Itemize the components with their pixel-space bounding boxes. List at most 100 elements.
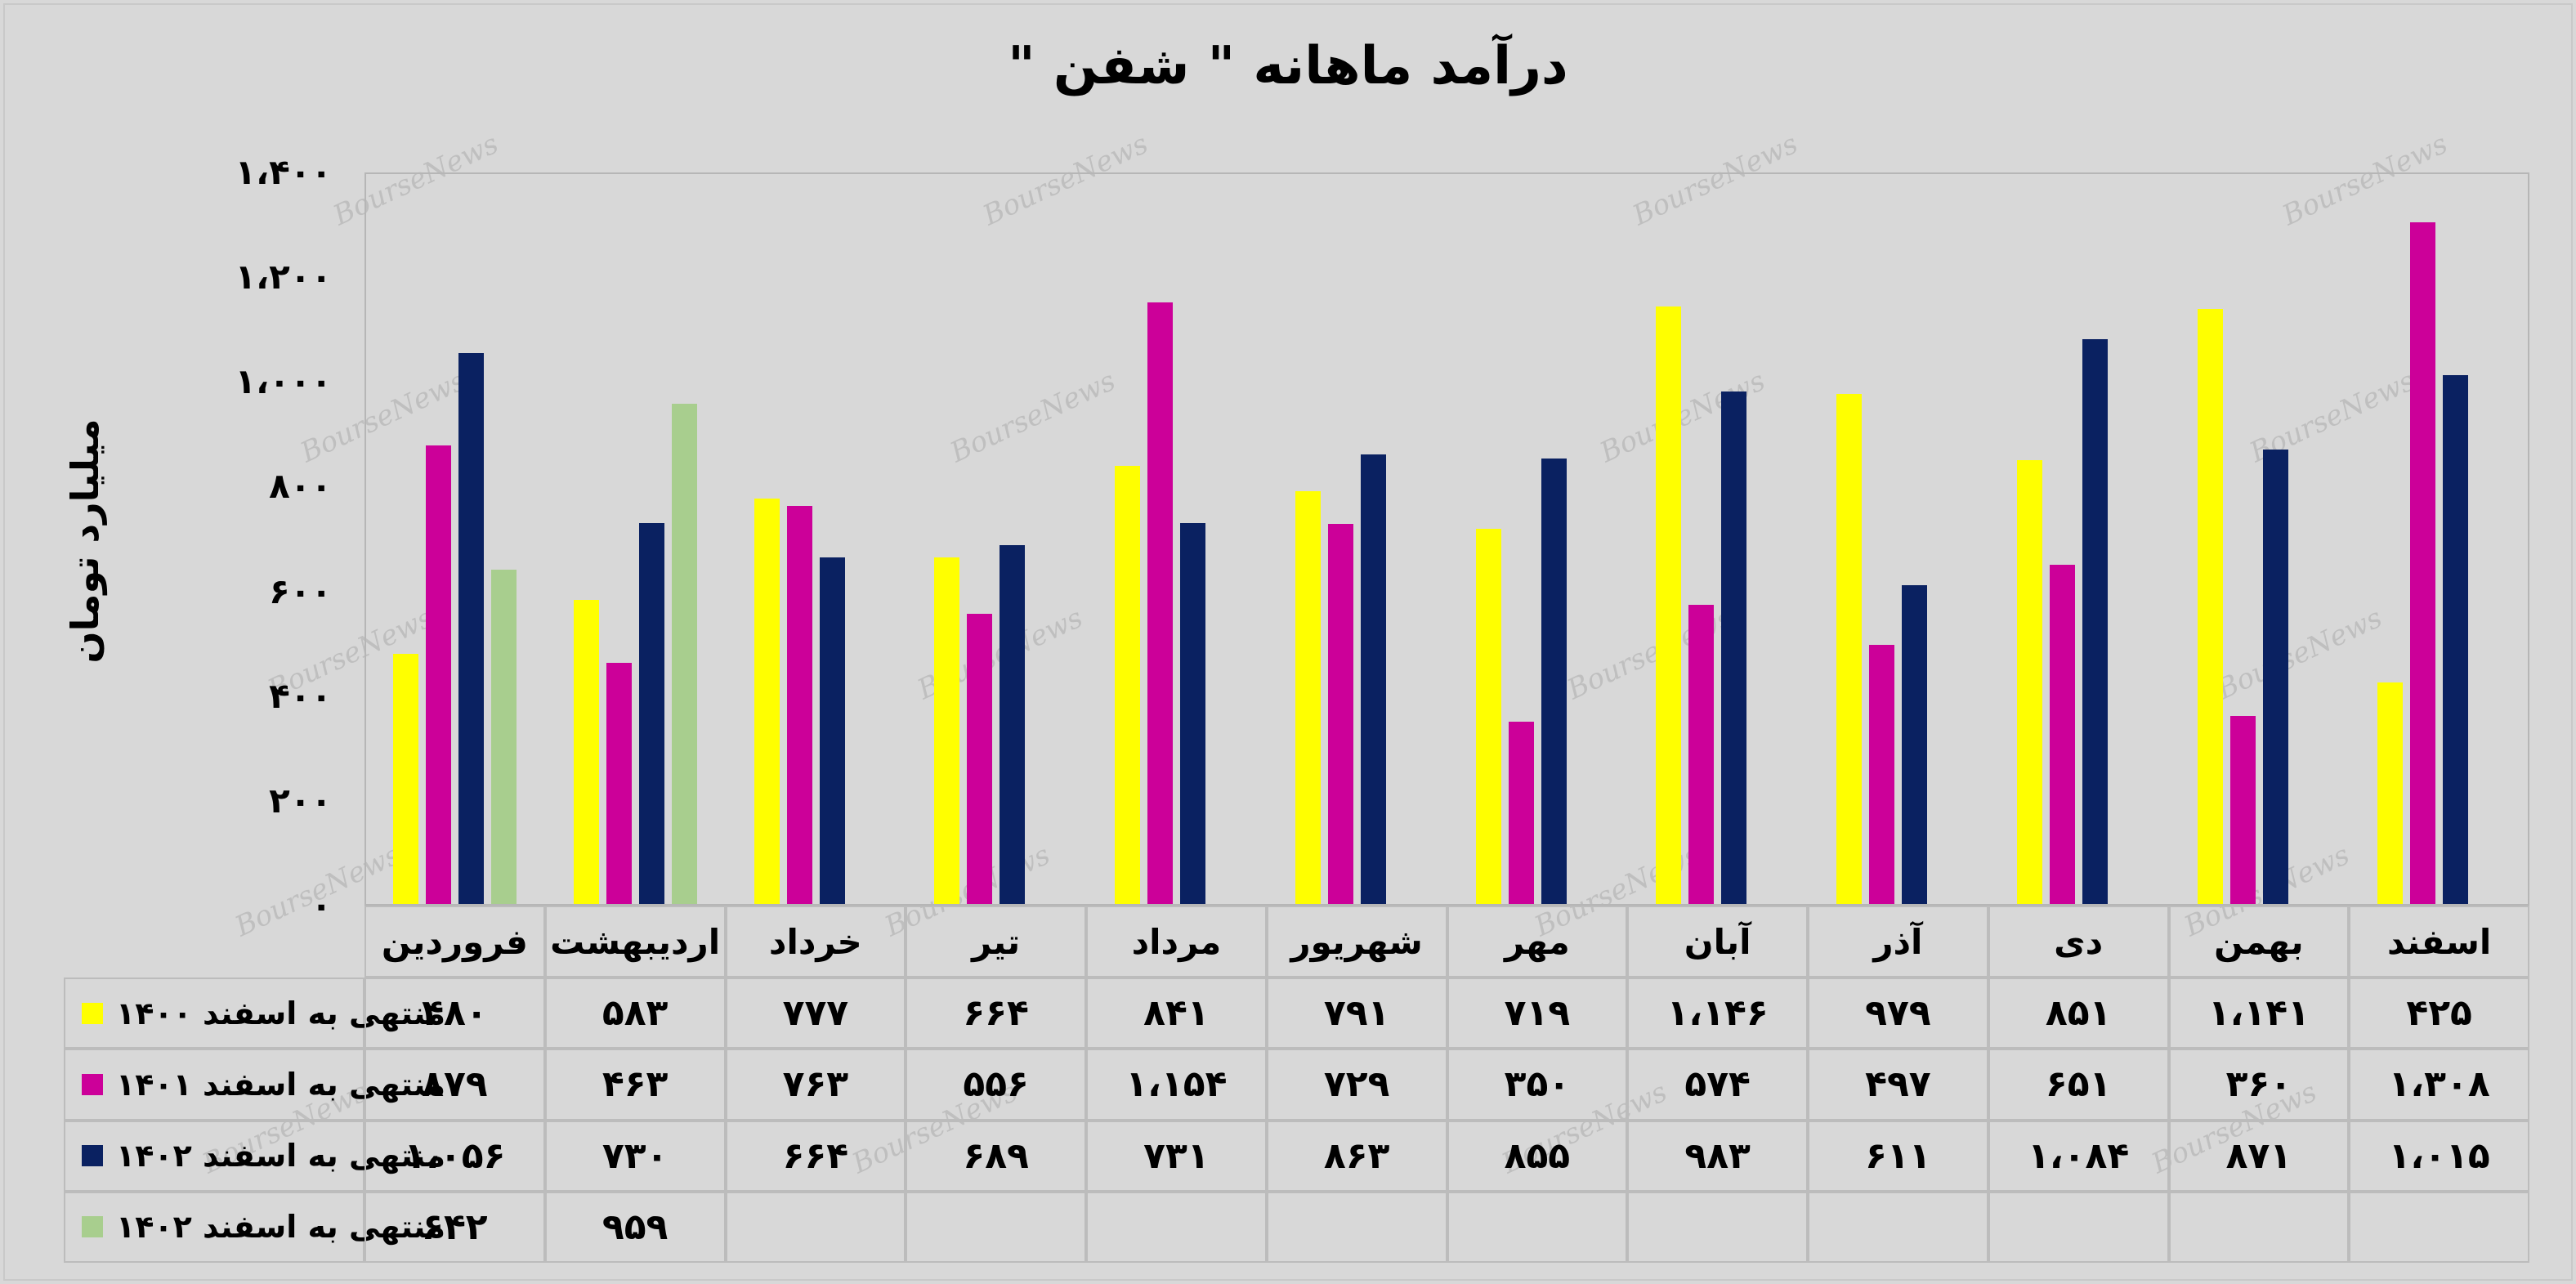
value-cell: ۸۵۱ [1988, 978, 2169, 1049]
y-tick-label: ۶۰۰ [269, 570, 332, 611]
value-cell: ۸۶۳ [1266, 1120, 1447, 1192]
value-cell [1988, 1191, 2169, 1263]
legend-color-swatch [82, 1145, 103, 1167]
legend-color-swatch [82, 1002, 103, 1024]
value-cell: ۷۳۰ [544, 1120, 726, 1192]
legend-cell: منتهی به اسفند ۱۴۰۱ [64, 1049, 445, 1121]
month-header-cell: آبان [1627, 906, 1808, 978]
bar-series3-خرداد [819, 557, 845, 904]
legend-label: منتهی به اسفند ۱۴۰۰ [116, 995, 446, 1031]
value-cell: ۳۶۰ [2168, 1049, 2350, 1121]
legend-cell: منتهی به اسفند ۱۴۰۲ [64, 1120, 445, 1192]
bar-series1-بهمن [2197, 309, 2223, 904]
legend-color-swatch [82, 1216, 103, 1238]
value-cell: ۵۷۴ [1627, 1049, 1808, 1121]
bar-series3-مرداد [1180, 522, 1205, 904]
y-tick-label: ۱،۴۰۰ [235, 152, 333, 192]
value-cell: ۳۵۰ [1447, 1049, 1628, 1121]
bar-series2-خرداد [786, 506, 812, 904]
y-tick-label: ۰ [311, 885, 332, 925]
value-cell [2349, 1191, 2529, 1263]
bar-series1-اردیبهشت [573, 600, 599, 904]
value-cell: ۱،۰۸۴ [1988, 1120, 2169, 1192]
value-cell: ۷۷۷ [725, 978, 906, 1049]
month-header-cell: دی [1988, 906, 2169, 978]
value-cell: ۷۹۱ [1266, 978, 1447, 1049]
month-header-cell: مهر [1447, 906, 1628, 978]
value-cell: ۶۸۹ [906, 1120, 1086, 1192]
legend-label: منتهی به اسفند ۱۴۰۲ [116, 1209, 446, 1246]
y-tick-label: ۲۰۰ [269, 780, 332, 821]
value-cell: ۹۸۳ [1627, 1120, 1808, 1192]
bar-series3-آذر [1902, 585, 1927, 904]
bar-series1-دی [2016, 460, 2042, 904]
bar-series3-فروردین [458, 353, 484, 904]
y-axis-label: میلیارد تومان [63, 418, 107, 664]
y-tick-label: ۱،۲۰۰ [235, 257, 333, 298]
bar-series4-فروردین [491, 569, 517, 904]
value-cell: ۷۱۹ [1447, 978, 1628, 1049]
month-header-cell: فروردین [364, 906, 545, 978]
legend-label: منتهی به اسفند ۱۴۰۲ [116, 1138, 446, 1174]
bar-series2-شهریور [1327, 524, 1353, 904]
value-cell: ۶۴۲ [364, 1191, 545, 1263]
value-cell: ۸۷۱ [2168, 1120, 2350, 1192]
bar-series1-تیر [934, 557, 960, 904]
bar-series1-آذر [1836, 393, 1862, 904]
value-cell: ۴۶۳ [544, 1049, 726, 1121]
bar-series2-آذر [1869, 645, 1894, 904]
value-cell: ۱،۱۴۱ [2168, 978, 2350, 1049]
bar-series3-شهریور [1360, 454, 1386, 904]
bar-series3-اردیبهشت [638, 523, 664, 904]
value-cell [1266, 1191, 1447, 1263]
value-cell: ۷۳۱ [1086, 1120, 1267, 1192]
month-header-cell: آذر [1808, 906, 1988, 978]
bar-series2-آبان [1688, 604, 1715, 904]
bar-series3-بهمن [2262, 450, 2288, 904]
value-cell: ۸۵۵ [1447, 1120, 1628, 1192]
value-cell: ۱،۳۰۸ [2349, 1049, 2529, 1121]
month-header-cell: تیر [906, 906, 1086, 978]
bar-series1-خرداد [754, 499, 780, 904]
bar-series3-مهر [1541, 458, 1567, 904]
value-cell: ۸۷۹ [364, 1049, 545, 1121]
bar-series4-اردیبهشت [671, 404, 697, 904]
value-cell: ۷۶۳ [725, 1049, 906, 1121]
bar-series3-تیر [1000, 544, 1026, 904]
value-cell: ۶۶۴ [725, 1120, 906, 1192]
bar-series2-تیر [967, 614, 993, 904]
value-cell [2168, 1191, 2350, 1263]
bar-series1-آبان [1656, 306, 1682, 904]
value-cell [1627, 1191, 1808, 1263]
bar-series1-اسفند [2377, 682, 2404, 904]
value-cell: ۱،۱۴۶ [1627, 978, 1808, 1049]
value-cell [725, 1191, 906, 1263]
value-cell: ۴۲۵ [2349, 978, 2529, 1049]
bar-series2-مهر [1508, 721, 1534, 904]
y-tick-label: ۱،۰۰۰ [235, 361, 333, 402]
chart-title: درآمد ماهانه " شفن " [1008, 36, 1568, 96]
bar-series2-اسفند [2410, 221, 2436, 904]
value-cell: ۴۹۷ [1808, 1049, 1988, 1121]
month-header-cell: مرداد [1086, 906, 1267, 978]
bar-series2-دی [2049, 564, 2075, 904]
value-cell: ۶۶۴ [906, 978, 1086, 1049]
value-cell: ۷۲۹ [1266, 1049, 1447, 1121]
value-cell: ۱،۰۱۵ [2349, 1120, 2529, 1192]
legend-cell: منتهی به اسفند ۱۴۰۲ [64, 1191, 445, 1263]
value-cell: ۵۵۶ [906, 1049, 1086, 1121]
month-header-cell: اردیبهشت [544, 906, 726, 978]
value-cell: ۸۴۱ [1086, 978, 1267, 1049]
value-cell: ۹۷۹ [1808, 978, 1988, 1049]
value-cell [906, 1191, 1086, 1263]
bar-series1-مهر [1475, 529, 1501, 904]
month-header-cell: بهمن [2168, 906, 2350, 978]
bar-series1-شهریور [1295, 491, 1321, 904]
month-header-cell: شهریور [1266, 906, 1447, 978]
value-cell [1447, 1191, 1628, 1263]
legend-cell: منتهی به اسفند ۱۴۰۰ [64, 978, 445, 1049]
bar-series2-فروردین [426, 445, 451, 904]
bar-series1-فروردین [393, 653, 418, 904]
month-header-cell: اسفند [2349, 906, 2529, 978]
value-cell: ۹۵۹ [544, 1191, 726, 1263]
